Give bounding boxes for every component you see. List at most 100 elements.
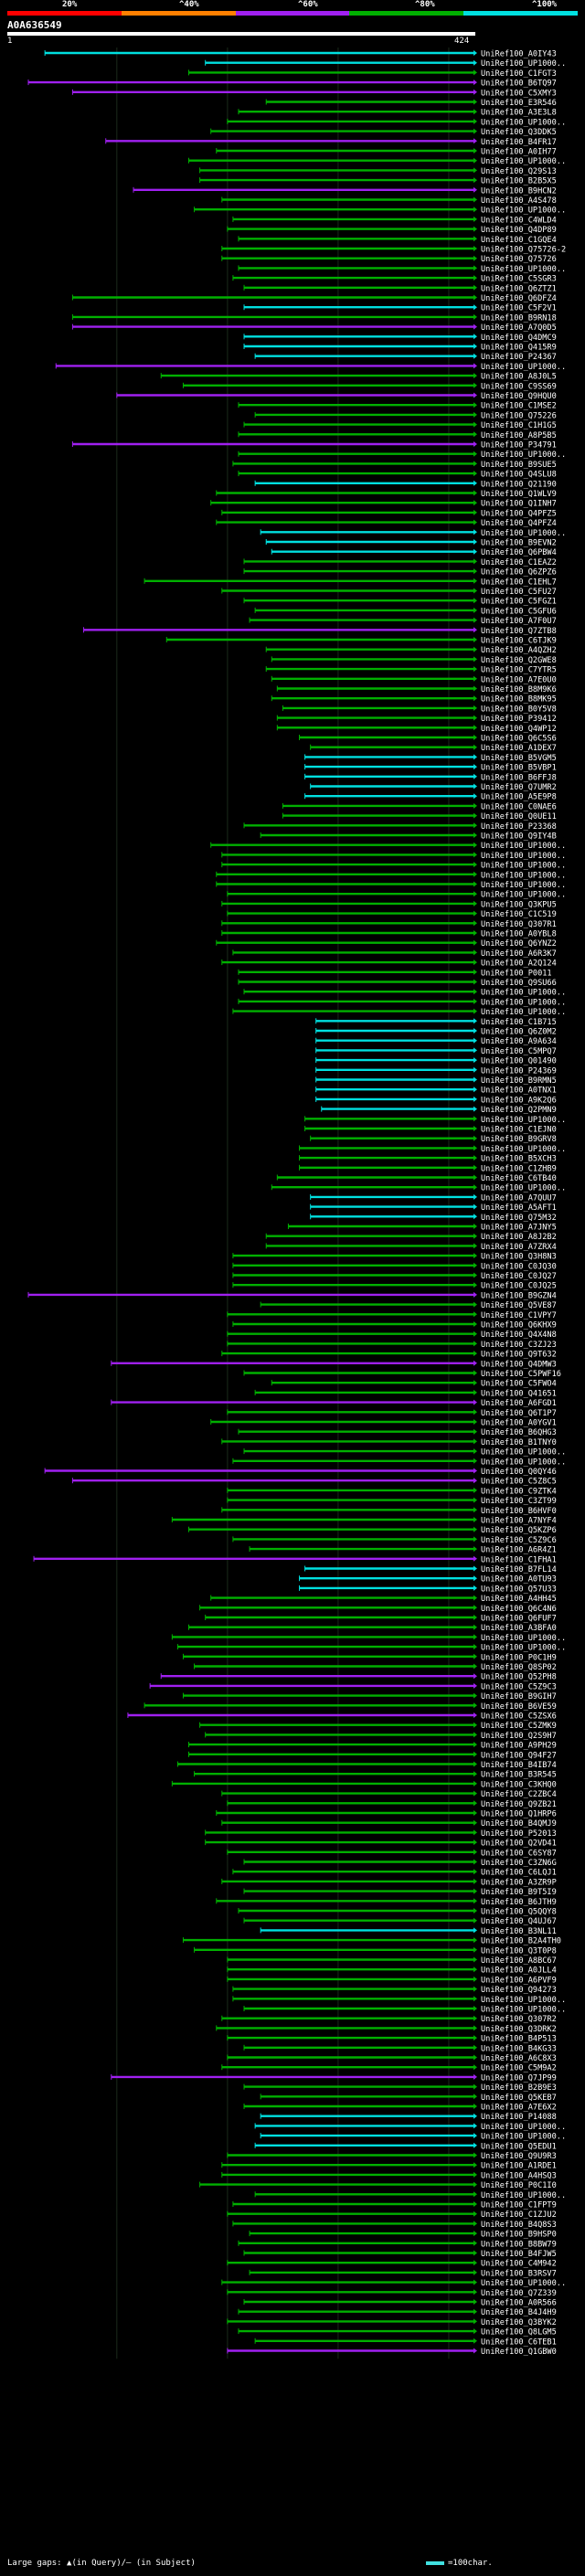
hit-label[interactable]: UniRef100_B4FR17 bbox=[481, 138, 557, 147]
hit-label[interactable]: UniRef100_Q6C4N6 bbox=[481, 1605, 557, 1614]
hit-row[interactable]: UniRef100_A4HSQ3 bbox=[221, 2171, 557, 2180]
hit-row[interactable]: UniRef100_Q6DFZ4 bbox=[71, 294, 557, 303]
hit-label[interactable]: UniRef100_A0IY43 bbox=[481, 50, 557, 59]
hit-label[interactable]: UniRef100_C1FGT3 bbox=[481, 69, 557, 79]
hit-row[interactable]: UniRef100_B1TNY0 bbox=[221, 1438, 557, 1447]
hit-row[interactable]: UniRef100_Q6PBW4 bbox=[271, 548, 557, 557]
hit-label[interactable]: UniRef100_Q4PFZ4 bbox=[481, 519, 557, 528]
hit-label[interactable]: UniRef100_Q6C5S6 bbox=[481, 735, 557, 744]
hit-label[interactable]: UniRef100_C5ZMK9 bbox=[481, 1722, 557, 1731]
hit-label[interactable]: UniRef100_Q6DFZ4 bbox=[481, 294, 557, 303]
hit-label[interactable]: UniRef100_Q6YNZ2 bbox=[481, 939, 557, 949]
hit-label[interactable]: UniRef100_B5VBP1 bbox=[481, 764, 557, 773]
hit-row[interactable]: UniRef100_C5GFU6 bbox=[254, 607, 557, 616]
hit-label[interactable]: UniRef100_B5VGM5 bbox=[481, 754, 557, 763]
hit-label[interactable]: UniRef100_C1ZHB9 bbox=[481, 1164, 557, 1173]
hit-row[interactable]: UniRef100_Q7UMR2 bbox=[310, 783, 557, 792]
hit-label[interactable]: UniRef100_UP1000.. bbox=[481, 989, 566, 998]
hit-row[interactable]: UniRef100_B3NL11 bbox=[260, 1927, 557, 1936]
hit-row[interactable]: UniRef100_B5VGM5 bbox=[304, 754, 557, 763]
hit-row[interactable]: UniRef100_A8BC67 bbox=[227, 1956, 557, 1966]
hit-row[interactable]: UniRef100_C6TB40 bbox=[276, 1174, 557, 1183]
hit-label[interactable]: UniRef100_Q1INH7 bbox=[481, 500, 557, 509]
hit-label[interactable]: UniRef100_P24367 bbox=[481, 353, 557, 362]
hit-label[interactable]: UniRef100_A0IH77 bbox=[481, 148, 557, 157]
hit-label[interactable]: UniRef100_Q9IY4B bbox=[481, 832, 557, 842]
hit-label[interactable]: UniRef100_A9K2Q6 bbox=[481, 1096, 557, 1105]
hit-label[interactable]: UniRef100_Q4X4N8 bbox=[481, 1330, 557, 1340]
hit-label[interactable]: UniRef100_C1GQE4 bbox=[481, 236, 557, 245]
hit-label[interactable]: UniRef100_Q6Z0M2 bbox=[481, 1028, 557, 1037]
hit-label[interactable]: UniRef100_C5SGR3 bbox=[481, 275, 557, 284]
hit-label[interactable]: UniRef100_P0011 bbox=[481, 969, 552, 978]
hit-label[interactable]: UniRef100_A5AFT1 bbox=[481, 1203, 557, 1213]
hit-label[interactable]: UniRef100_C3KHQ0 bbox=[481, 1780, 557, 1789]
hit-label[interactable]: UniRef100_Q01490 bbox=[481, 1057, 557, 1066]
hit-label[interactable]: UniRef100_Q2S9H7 bbox=[481, 1732, 557, 1741]
hit-row[interactable]: UniRef100_Q01490 bbox=[315, 1057, 557, 1066]
hit-row[interactable]: UniRef100_UP1000.. bbox=[171, 1634, 566, 1643]
hit-label[interactable]: UniRef100_C4M942 bbox=[481, 2260, 557, 2269]
hit-row[interactable]: UniRef100_B5VBP1 bbox=[304, 764, 557, 773]
hit-row[interactable]: UniRef100_Q75226 bbox=[254, 411, 557, 420]
hit-label[interactable]: UniRef100_UP1000.. bbox=[481, 265, 566, 274]
hit-label[interactable]: UniRef100_A7E0U0 bbox=[481, 675, 557, 684]
hit-row[interactable]: UniRef100_C4WLD4 bbox=[232, 216, 557, 225]
hit-label[interactable]: UniRef100_A7Q0D5 bbox=[481, 323, 557, 333]
hit-row[interactable]: UniRef100_B9T5I9 bbox=[243, 1888, 557, 1897]
hit-row[interactable]: UniRef100_Q6ZPZ6 bbox=[243, 568, 557, 578]
hit-label[interactable]: UniRef100_C2ZBC4 bbox=[481, 1790, 557, 1799]
hit-row[interactable]: UniRef100_Q4DMC9 bbox=[243, 334, 557, 343]
hit-row[interactable]: UniRef100_E3R546 bbox=[265, 99, 557, 108]
hit-label[interactable]: UniRef100_A4QZH2 bbox=[481, 646, 557, 655]
hit-row[interactable]: UniRef100_UP1000.. bbox=[238, 265, 566, 274]
hit-row[interactable]: UniRef100_Q94F27 bbox=[188, 1751, 557, 1760]
hit-label[interactable]: UniRef100_A3BFA0 bbox=[481, 1624, 557, 1633]
hit-label[interactable]: UniRef100_C1H1G5 bbox=[481, 421, 557, 430]
hit-label[interactable]: UniRef100_Q2VD41 bbox=[481, 1839, 557, 1849]
hit-label[interactable]: UniRef100_Q9U9R3 bbox=[481, 2152, 557, 2161]
hit-row[interactable]: UniRef100_C3ZN6G bbox=[243, 1859, 557, 1868]
hit-label[interactable]: UniRef100_B4P513 bbox=[481, 2035, 557, 2044]
hit-label[interactable]: UniRef100_Q9HQU0 bbox=[481, 392, 557, 401]
hit-label[interactable]: UniRef100_Q3BYK2 bbox=[481, 2318, 557, 2327]
hit-label[interactable]: UniRef100_P23368 bbox=[481, 822, 557, 832]
hit-row[interactable]: UniRef100_C1GQE4 bbox=[238, 236, 557, 245]
hit-label[interactable]: UniRef100_C6LQJ1 bbox=[481, 1869, 557, 1878]
hit-row[interactable]: UniRef100_C5XMY3 bbox=[71, 89, 557, 98]
hit-label[interactable]: UniRef100_C5Z9C6 bbox=[481, 1536, 557, 1545]
hit-row[interactable]: UniRef100_C5Z8C5 bbox=[71, 1478, 557, 1487]
hit-row[interactable]: UniRef100_C0JQ30 bbox=[232, 1262, 557, 1271]
hit-row[interactable]: UniRef100_B6TQ97 bbox=[27, 80, 557, 89]
hit-row[interactable]: UniRef100_UP1000.. bbox=[299, 1145, 567, 1154]
hit-row[interactable]: UniRef100_C5F2V1 bbox=[243, 304, 557, 313]
hit-row[interactable]: UniRef100_Q1WLV9 bbox=[216, 490, 557, 499]
hit-label[interactable]: UniRef100_B6TQ97 bbox=[481, 80, 557, 89]
hit-label[interactable]: UniRef100_B6FFJ8 bbox=[481, 773, 557, 782]
hit-label[interactable]: UniRef100_B9SUE5 bbox=[481, 461, 557, 470]
hit-label[interactable]: UniRef100_C3ZN6G bbox=[481, 1859, 557, 1868]
hit-label[interactable]: UniRef100_C6TB40 bbox=[481, 1174, 557, 1183]
hit-row[interactable]: UniRef100_A7F0U7 bbox=[249, 617, 557, 626]
hit-label[interactable]: UniRef100_C5XMY3 bbox=[481, 89, 557, 98]
hit-label[interactable]: UniRef100_C5FWO4 bbox=[481, 1380, 557, 1389]
hit-row[interactable]: UniRef100_Q6KHX9 bbox=[232, 1321, 557, 1330]
hit-label[interactable]: UniRef100_Q1WLV9 bbox=[481, 490, 557, 499]
hit-row[interactable]: UniRef100_B9RMN5 bbox=[315, 1076, 557, 1086]
hit-label[interactable]: UniRef100_Q1HRP6 bbox=[481, 1810, 557, 1819]
hit-row[interactable]: UniRef100_UP1000.. bbox=[238, 998, 566, 1007]
hit-row[interactable]: UniRef100_C5Z9C6 bbox=[232, 1536, 557, 1545]
hit-row[interactable]: UniRef100_Q6T1P7 bbox=[227, 1409, 557, 1418]
hit-label[interactable]: UniRef100_C1FHA1 bbox=[481, 1555, 557, 1564]
hit-row[interactable]: UniRef100_Q0QY46 bbox=[44, 1468, 557, 1477]
hit-row[interactable]: UniRef100_Q3T0P8 bbox=[194, 1946, 557, 1956]
hit-label[interactable]: UniRef100_B9GIH7 bbox=[481, 1692, 557, 1701]
hit-label[interactable]: UniRef100_Q75226 bbox=[481, 411, 557, 420]
hit-label[interactable]: UniRef100_C5Z8C5 bbox=[481, 1478, 557, 1487]
hit-row[interactable]: UniRef100_C5FU27 bbox=[221, 588, 557, 597]
hit-label[interactable]: UniRef100_UP1000.. bbox=[481, 118, 566, 127]
hit-label[interactable]: UniRef100_C4WLD4 bbox=[481, 216, 557, 225]
hit-label[interactable]: UniRef100_B4IB74 bbox=[481, 1761, 557, 1770]
hit-row[interactable]: UniRef100_C5M9A2 bbox=[221, 2064, 557, 2073]
hit-label[interactable]: UniRef100_Q5EDU1 bbox=[481, 2142, 557, 2151]
